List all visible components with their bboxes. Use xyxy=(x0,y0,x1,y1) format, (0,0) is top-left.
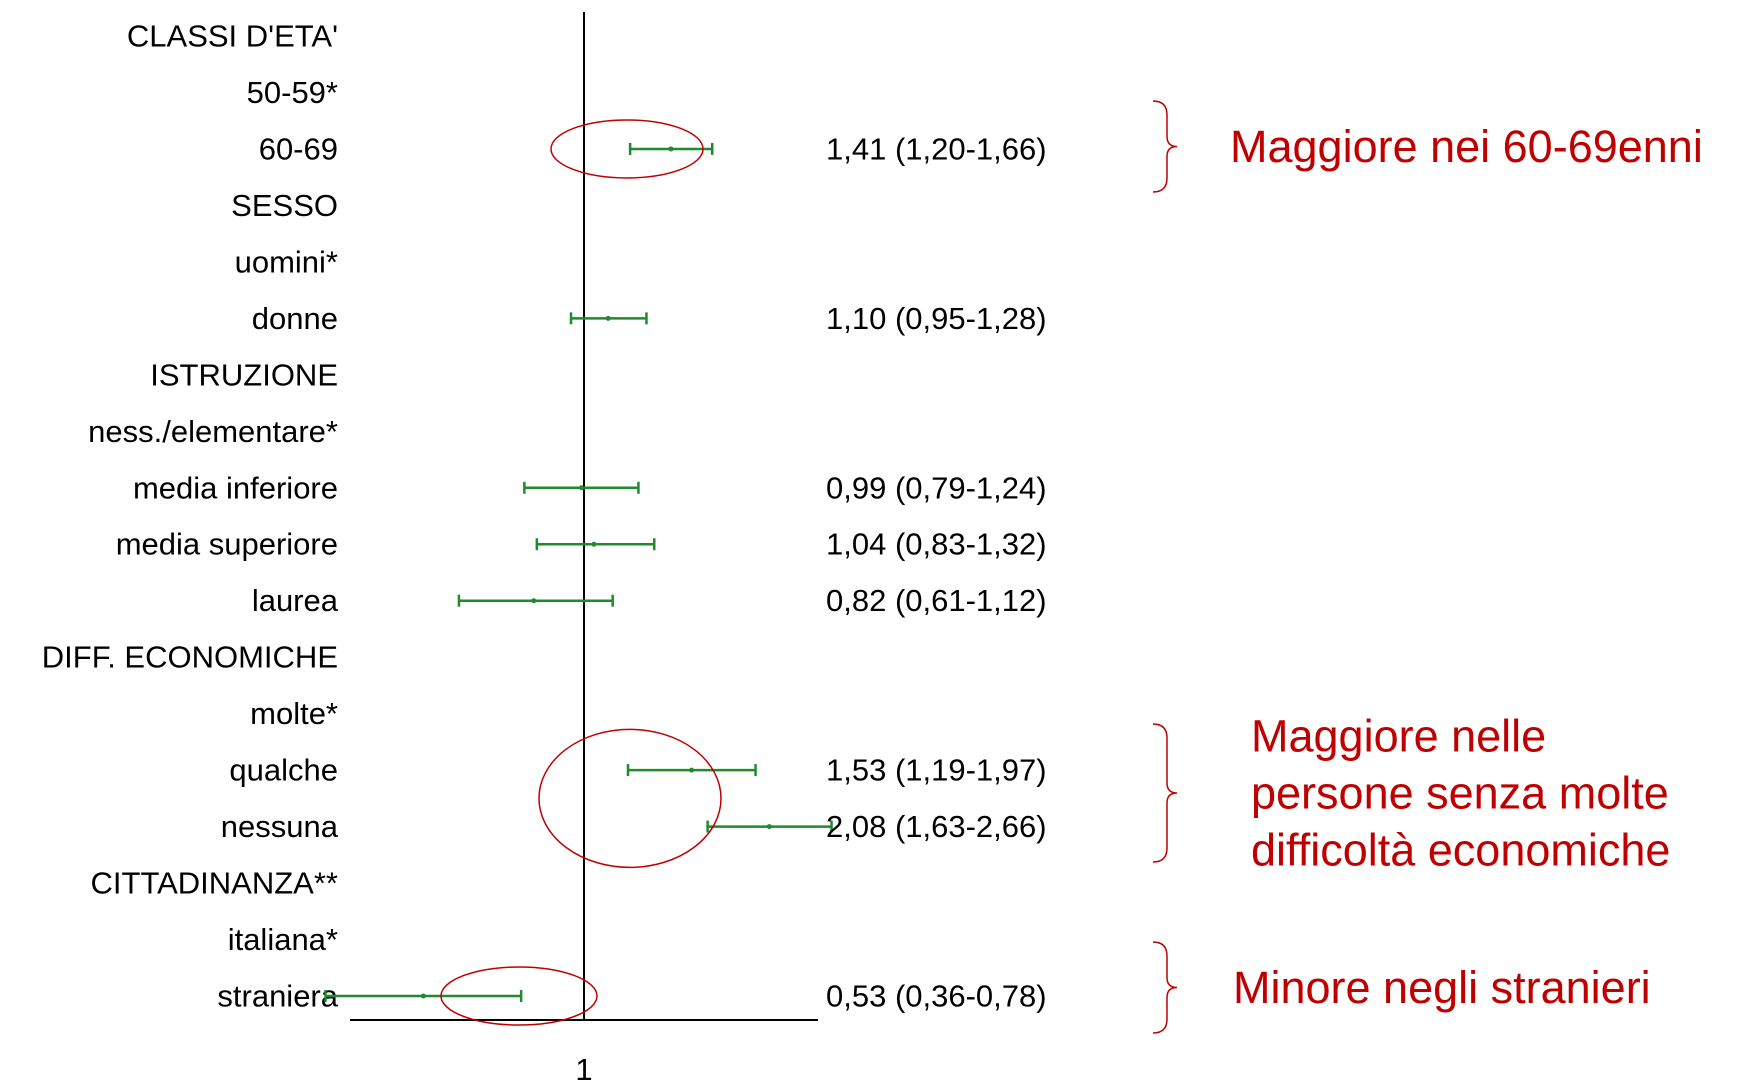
row-label: CLASSI D'ETA' xyxy=(127,19,338,54)
row-label: 60-69 xyxy=(259,131,338,166)
annotation-text: difficoltà economiche xyxy=(1251,825,1670,876)
or-ci-label: 0,99 (0,79-1,24) xyxy=(826,470,1047,505)
row-label: laurea xyxy=(252,583,339,618)
or-ci-label: 1,10 (0,95-1,28) xyxy=(826,301,1047,336)
row-label: ness./elementare* xyxy=(88,414,338,449)
annotation-text: persone senza molte xyxy=(1251,768,1669,819)
or-ci-label: 0,53 (0,36-0,78) xyxy=(826,978,1047,1013)
annotation-brace xyxy=(1152,723,1178,863)
point-estimate xyxy=(420,993,426,999)
highlight-ellipse xyxy=(538,728,722,869)
row-label: 50-59* xyxy=(247,75,338,110)
point-estimate xyxy=(531,598,537,604)
row-label: straniera xyxy=(217,978,338,1013)
or-ci-label: 2,08 (1,63-2,66) xyxy=(826,809,1047,844)
x-tick-label: 1 xyxy=(575,1052,592,1087)
highlight-ellipse xyxy=(440,966,598,1026)
row-label: uomini* xyxy=(235,244,338,279)
or-ci-label: 1,04 (0,83-1,32) xyxy=(826,527,1047,562)
highlight-ellipse xyxy=(550,119,704,179)
row-label: media superiore xyxy=(116,527,338,562)
row-label: media inferiore xyxy=(133,470,338,505)
row-label: CITTADINANZA** xyxy=(91,866,338,901)
row-label: italiana* xyxy=(228,922,338,957)
point-estimate xyxy=(766,824,772,830)
point-estimate xyxy=(689,767,695,773)
or-ci-label: 1,53 (1,19-1,97) xyxy=(826,753,1047,788)
or-ci-label: 1,41 (1,20-1,66) xyxy=(826,131,1047,166)
point-estimate xyxy=(605,315,611,321)
row-label: nessuna xyxy=(221,809,339,844)
point-estimate xyxy=(591,541,597,547)
annotation-text: Minore negli stranieri xyxy=(1233,962,1651,1013)
row-label: donne xyxy=(252,301,338,336)
annotation-brace xyxy=(1152,941,1178,1034)
annotation-text: Maggiore nei 60-69enni xyxy=(1230,121,1703,172)
or-ci-label: 0,82 (0,61-1,12) xyxy=(826,583,1047,618)
point-estimate xyxy=(668,146,674,152)
annotation-text: Maggiore nelle xyxy=(1251,711,1546,762)
row-label: ISTRUZIONE xyxy=(150,357,338,392)
row-label: qualche xyxy=(229,753,338,788)
annotation-brace xyxy=(1152,100,1178,193)
row-label: molte* xyxy=(250,696,338,731)
row-label: DIFF. ECONOMICHE xyxy=(42,640,338,675)
point-estimate xyxy=(578,485,584,491)
row-label: SESSO xyxy=(231,188,338,223)
